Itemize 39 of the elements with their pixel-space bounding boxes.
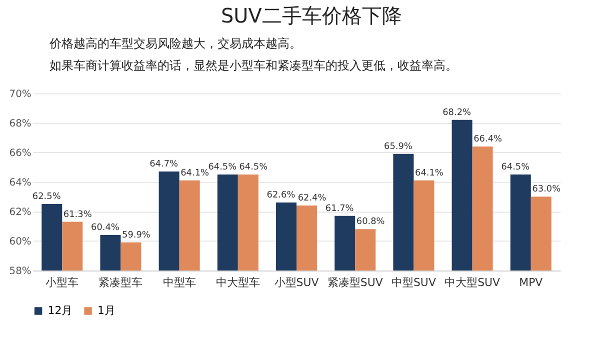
y-tick-label: 68% <box>9 118 32 130</box>
text: 如果车商计算收益率的话，显然是小型车和紧凑型车的投入更低，收益率高。 <box>50 58 458 72</box>
data-label: 66.4% <box>474 134 502 144</box>
data-label: 64.5% <box>208 162 237 173</box>
x-tick-label: 紧凑型SUV <box>327 276 384 289</box>
data-label: 62.5% <box>32 192 61 202</box>
data-label: 62.4% <box>298 194 326 204</box>
y-tick-label: 60% <box>9 236 32 248</box>
x-tick-label: 紧凑型车 <box>98 276 143 289</box>
data-label: 68.2% <box>442 108 472 118</box>
y-tick-label: 66% <box>9 148 32 159</box>
data-label: 61.3% <box>63 210 92 220</box>
x-tick-label: 中型SUV <box>391 276 436 289</box>
y-tick-label: 62% <box>9 206 32 218</box>
data-label: 64.1% <box>415 168 444 178</box>
data-label: 60.8% <box>356 217 385 228</box>
data-label: 60.4% <box>91 223 120 234</box>
x-tick-label: 小型车 <box>46 276 79 289</box>
data-label: 64.1% <box>180 168 210 178</box>
text: 价格越高的车型交易风险越大，交易成本越高。 <box>48 36 302 51</box>
data-label: 59.9% <box>122 230 150 240</box>
data-label: 64.5% <box>501 162 530 173</box>
y-tick-label: 70% <box>9 88 32 100</box>
x-tick-label: 中大型车 <box>216 276 260 289</box>
data-label: 61.7% <box>325 204 354 214</box>
legend-label: 12月 <box>48 304 73 317</box>
data-label: 64.5% <box>239 162 268 173</box>
x-tick-label: 中大型SUV <box>444 276 501 289</box>
data-label: 64.7% <box>150 160 178 170</box>
x-tick-label: 中型车 <box>162 276 196 289</box>
data-label: 62.6% <box>266 190 296 201</box>
y-tick-label: 58% <box>9 266 32 277</box>
chart-title: SUV二手车价格下降 <box>221 4 402 28</box>
data-label: 63.0% <box>532 184 561 195</box>
y-tick-label: 64% <box>9 177 32 188</box>
data-label: 65.9% <box>384 142 412 152</box>
legend-label: 1月 <box>98 304 116 317</box>
x-tick-label: MPV <box>519 276 544 289</box>
x-tick-label: 小型SUV <box>274 276 320 289</box>
